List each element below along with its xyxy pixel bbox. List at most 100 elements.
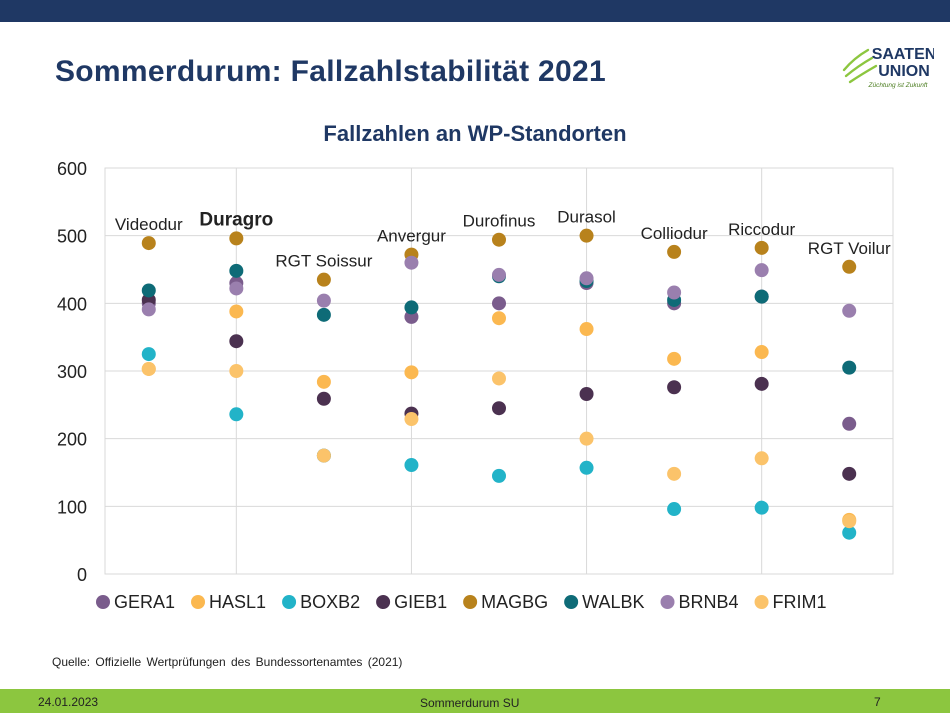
data-point — [316, 374, 331, 389]
slide-title: Sommerdurum: Fallzahlstabilität 2021 — [55, 55, 606, 88]
legend-marker — [463, 595, 478, 609]
legend-label: GIEB1 — [394, 592, 447, 612]
logo-tagline: Züchtung ist Zukunft — [868, 82, 929, 89]
y-tick-label: 500 — [57, 227, 87, 247]
data-point — [316, 293, 331, 308]
data-point — [579, 322, 594, 337]
data-point — [492, 296, 506, 311]
data-point — [229, 334, 244, 349]
data-point — [492, 401, 506, 416]
legend-label: BRNB4 — [679, 592, 739, 612]
data-point — [579, 271, 594, 286]
data-point — [316, 272, 331, 287]
category-label: Colliodur — [641, 224, 708, 243]
data-point — [754, 289, 769, 304]
legend-marker — [376, 595, 391, 609]
logo-line2: UNION — [878, 63, 930, 80]
data-point — [141, 361, 156, 376]
legend-marker — [564, 595, 579, 609]
category-label: RGT Soissur — [275, 252, 372, 271]
footer-date: 24.01.2023 — [38, 695, 99, 709]
category-label: Anvergur — [377, 227, 446, 246]
scatter-chart: 0 100 200 300 400 500 600 Videodur Duragro RGT So… — [57, 159, 894, 612]
data-point — [667, 502, 682, 517]
data-point — [842, 514, 857, 529]
plot-frame — [104, 167, 894, 575]
page-number: 7 — [874, 695, 881, 709]
data-point — [492, 311, 506, 326]
y-tick-label: 300 — [57, 362, 87, 382]
data-point — [842, 259, 857, 274]
data-point — [667, 380, 682, 395]
data-point — [404, 255, 419, 270]
category-label: Duragro — [199, 209, 273, 230]
logo-line1: SAATEN — [872, 46, 934, 63]
data-point — [316, 391, 331, 406]
legend-marker — [191, 595, 206, 609]
data-point — [229, 407, 244, 422]
data-point — [229, 231, 244, 246]
data-point — [579, 387, 594, 402]
saaten-union-logo: SAATEN UNION Züchtung ist Zukunft — [842, 46, 934, 89]
data-point — [579, 228, 594, 243]
y-tick-label: 100 — [57, 497, 87, 517]
data-point — [842, 360, 857, 375]
data-point — [754, 500, 769, 515]
data-point — [492, 267, 506, 282]
data-point — [492, 232, 506, 247]
footer-bar — [0, 689, 950, 713]
legend-marker — [660, 595, 675, 609]
data-point — [579, 431, 594, 446]
data-point — [141, 236, 156, 251]
data-point — [492, 468, 506, 483]
y-tick-label: 400 — [57, 294, 87, 314]
legend-label: BOXB2 — [300, 592, 360, 612]
category-label: Riccodur — [728, 220, 795, 239]
data-point — [667, 466, 682, 481]
top-bar — [0, 0, 950, 22]
data-point — [229, 281, 244, 296]
data-point — [754, 376, 769, 391]
legend-label: GERA1 — [114, 592, 175, 612]
legend-marker — [754, 595, 769, 609]
data-point — [141, 302, 156, 317]
source-note: Quelle: Offizielle Wertprüfungen des Bun… — [52, 655, 403, 669]
category-label: RGT Voilur — [808, 239, 891, 258]
data-point — [492, 371, 506, 386]
y-tick-label: 600 — [57, 159, 87, 179]
chart-title: Fallzahlen an WP-Standorten — [323, 121, 627, 146]
data-point — [404, 412, 419, 427]
category-label: Durofinus — [463, 212, 536, 231]
data-point — [404, 458, 419, 473]
data-point — [842, 416, 857, 431]
data-point — [141, 347, 156, 362]
data-point — [229, 263, 244, 278]
data-point — [754, 263, 769, 278]
legend-marker — [96, 595, 110, 609]
data-point — [404, 365, 419, 380]
data-point — [404, 300, 419, 315]
y-tick-label: 200 — [57, 430, 87, 450]
data-point — [229, 304, 244, 319]
data-point — [141, 283, 156, 298]
data-point — [842, 525, 857, 540]
y-tick-label: 0 — [77, 565, 87, 585]
data-point — [316, 448, 331, 463]
legend-label: HASL1 — [209, 592, 266, 612]
legend-label: FRIM1 — [773, 592, 827, 612]
data-point — [667, 285, 682, 300]
data-point — [754, 240, 769, 255]
legend-label: MAGBG — [481, 592, 548, 612]
data-point — [842, 303, 857, 318]
footer-center-text: Sommerdurum SU — [420, 696, 520, 710]
data-point — [754, 345, 769, 360]
data-point — [579, 460, 594, 475]
data-point — [842, 466, 857, 481]
data-point — [316, 307, 331, 322]
category-label: Durasol — [557, 208, 616, 227]
legend-marker — [282, 595, 297, 609]
data-point — [667, 351, 682, 366]
data-point — [229, 364, 244, 378]
data-point — [754, 451, 769, 466]
data-point — [667, 244, 682, 259]
